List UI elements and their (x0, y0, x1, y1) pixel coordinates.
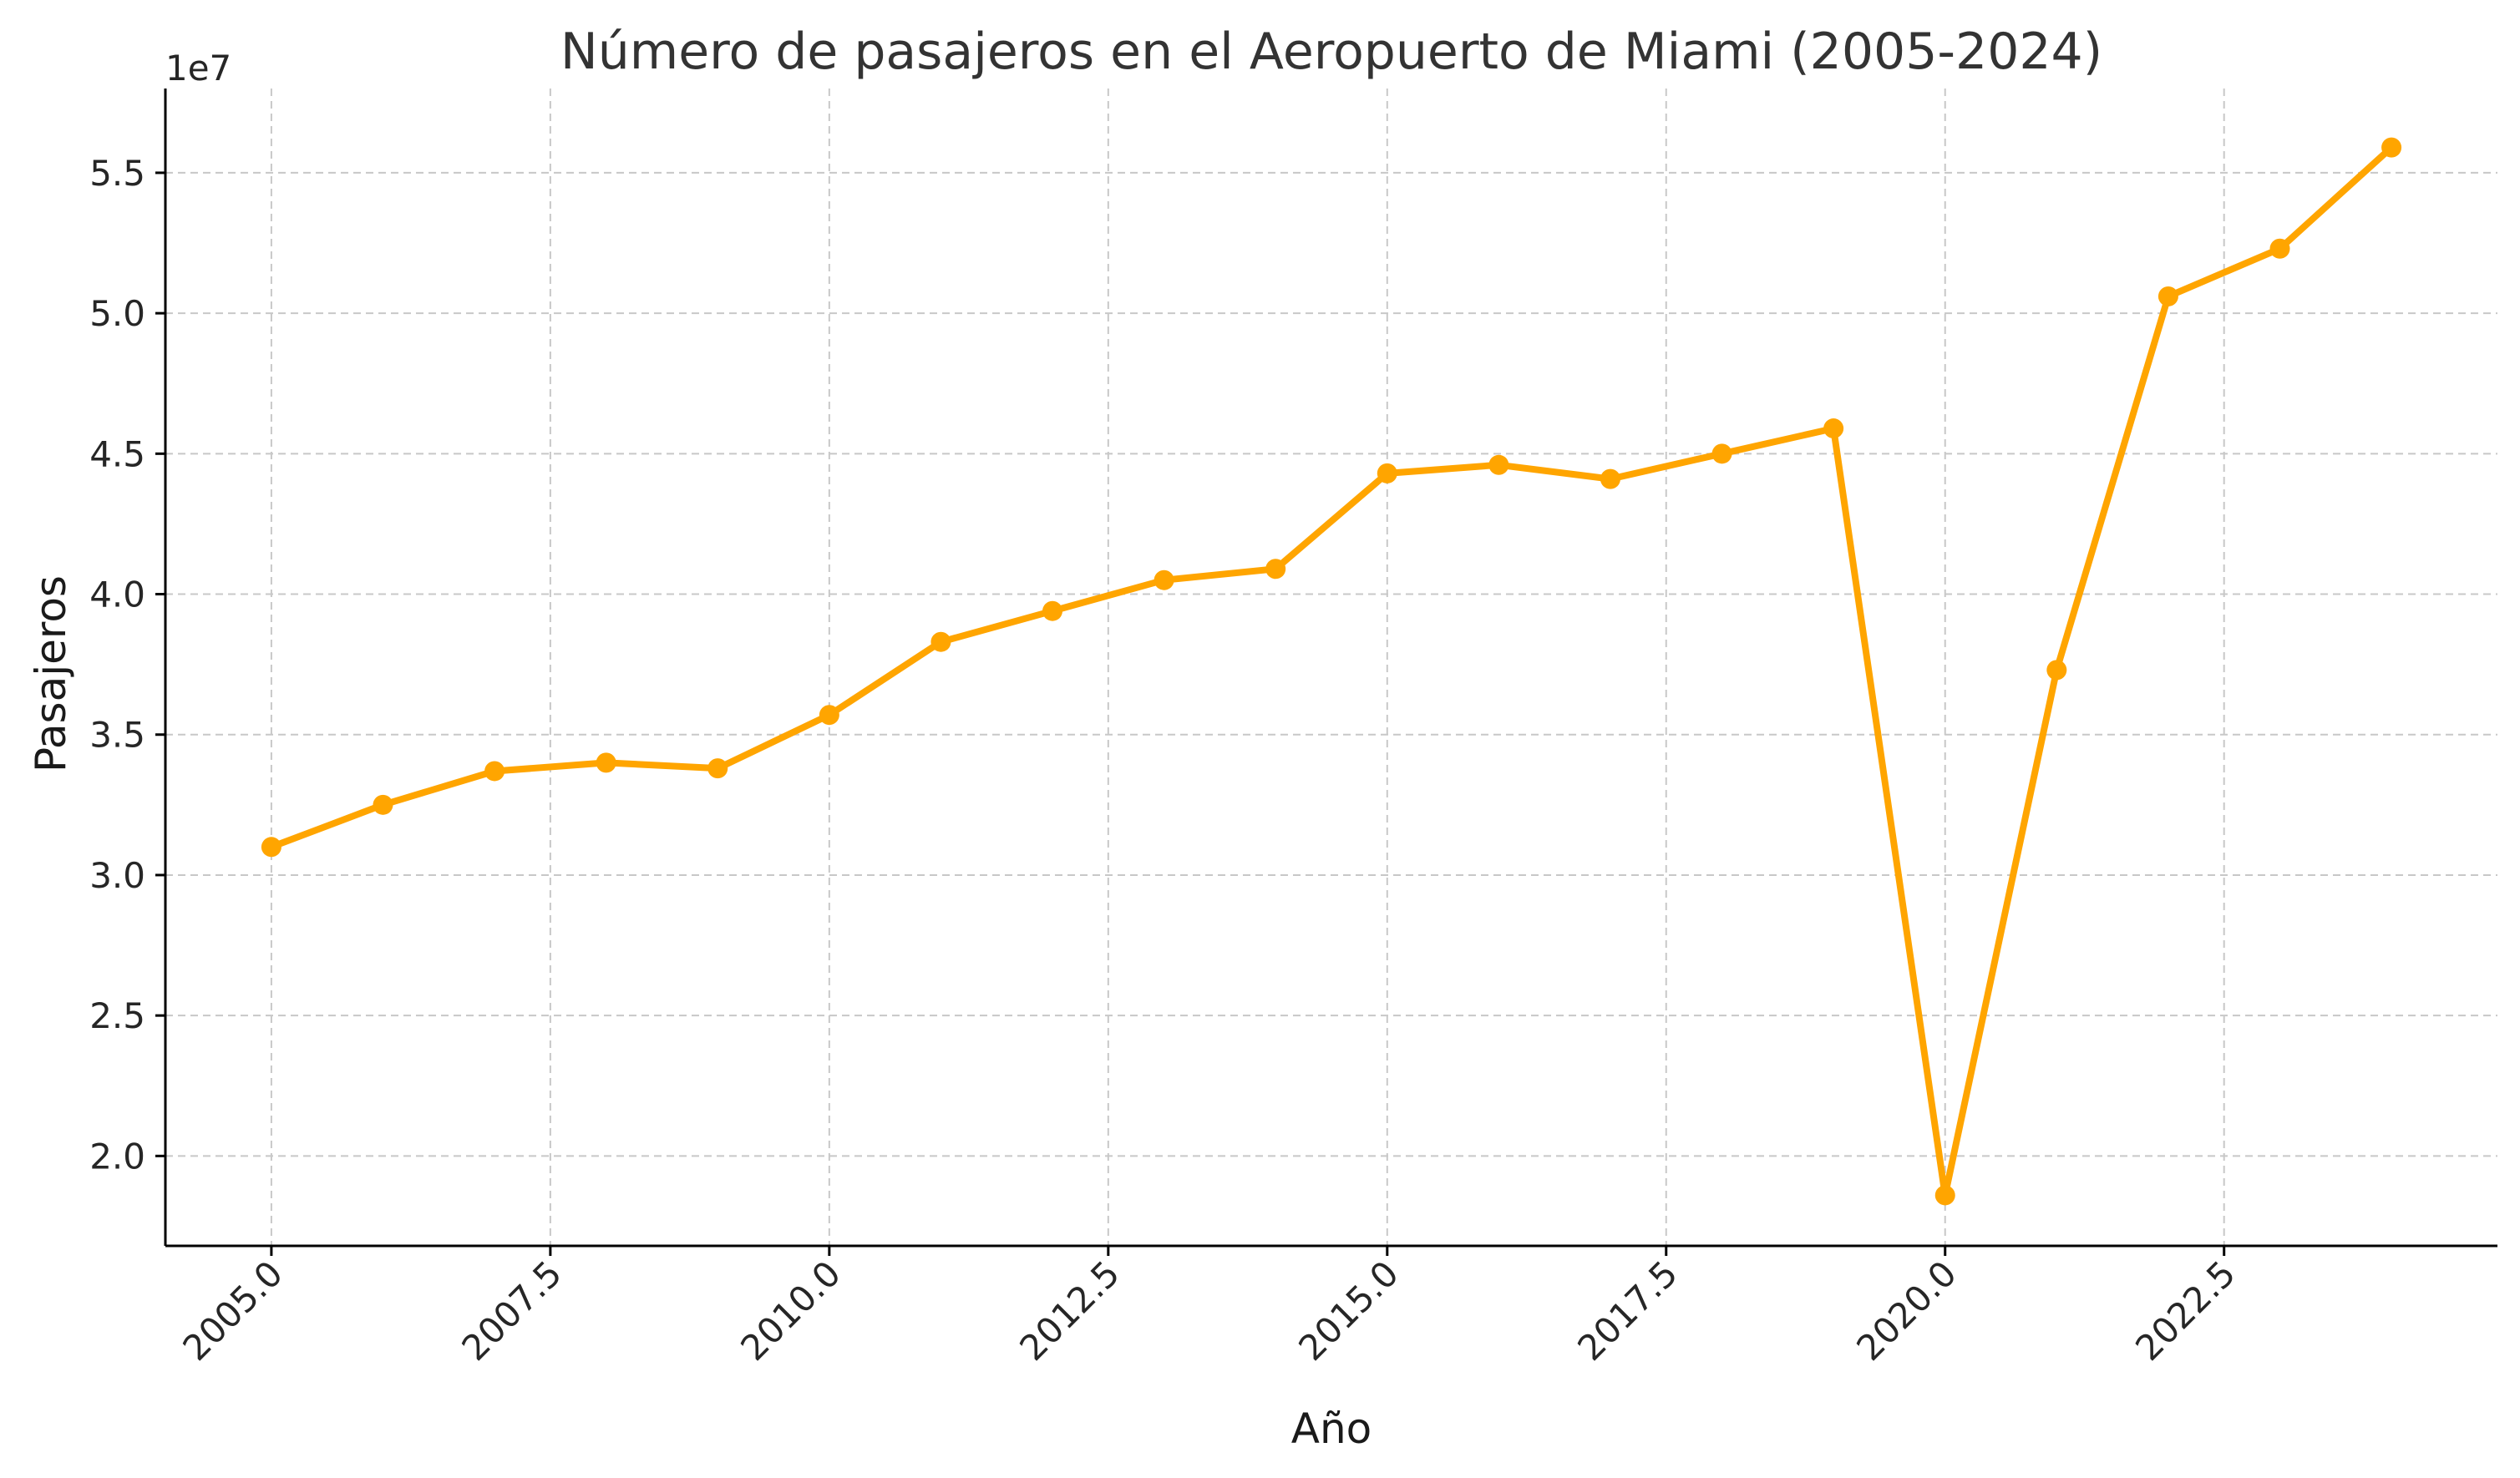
x-axis-ticks: 2005.0 2007.5 2010.0 2012.5 2015.0 2017.5 2020… (175, 1246, 2244, 1369)
data-point-2011 (930, 631, 951, 652)
data-point-2009 (707, 758, 728, 779)
x-tick-label-7: 2022.5 (2127, 1253, 2244, 1369)
axes (164, 89, 2497, 1248)
y-tick-label-5: 4.5 (89, 433, 145, 474)
data-point-2012 (1042, 600, 1063, 621)
series-line-0 (267, 144, 2396, 1199)
x-tick-label-0: 2005.0 (175, 1253, 291, 1369)
x-tick-label-1: 2007.5 (454, 1253, 570, 1369)
x-tick-label-2: 2010.0 (733, 1253, 849, 1369)
data-point-2020 (1934, 1185, 1955, 1206)
data-point-2019 (1823, 418, 1844, 439)
x-tick-label-3: 2012.5 (1012, 1253, 1128, 1369)
data-point-2015 (1377, 463, 1397, 483)
data-point-2022 (2157, 286, 2178, 306)
y-axis-label: Pasajeros (27, 575, 75, 772)
x-axis-label: Año (1291, 1405, 1372, 1453)
data-series (261, 137, 2402, 1206)
data-point-2013 (1154, 569, 1174, 590)
data-point-2007 (484, 761, 505, 782)
grid-lines (165, 89, 2497, 1246)
y-tick-label-3: 3.5 (89, 715, 145, 756)
data-point-2021 (2046, 660, 2067, 681)
chart-title: Número de pasajeros en el Aeropuerto de … (560, 23, 2102, 81)
data-point-2014 (1265, 559, 1286, 580)
data-point-2017 (1600, 468, 1620, 489)
data-point-2018 (1711, 443, 1732, 464)
y-tick-label-4: 4.0 (89, 574, 145, 615)
y-tick-label-7: 5.5 (89, 153, 145, 194)
data-point-2008 (596, 752, 616, 773)
y-tick-label-0: 2.0 (89, 1136, 145, 1177)
data-point-2006 (373, 794, 393, 815)
y-axis-offset-label: 1e7 (165, 48, 231, 89)
y-tick-label-1: 2.5 (89, 995, 145, 1036)
y-axis-ticks: 2.0 2.5 3.0 3.5 4.0 4.5 5.0 5.5 (89, 153, 165, 1177)
x-tick-label-5: 2017.5 (1569, 1253, 1686, 1369)
y-tick-label-2: 3.0 (89, 855, 145, 896)
y-tick-label-6: 5.0 (89, 293, 145, 334)
data-point-2016 (1488, 454, 1509, 475)
data-point-2023 (2269, 238, 2290, 259)
data-point-2010 (819, 705, 839, 726)
data-point-2024 (2381, 137, 2402, 158)
data-point-2005 (261, 837, 281, 858)
x-tick-label-4: 2015.0 (1290, 1253, 1407, 1369)
x-tick-label-6: 2020.0 (1848, 1253, 1965, 1369)
